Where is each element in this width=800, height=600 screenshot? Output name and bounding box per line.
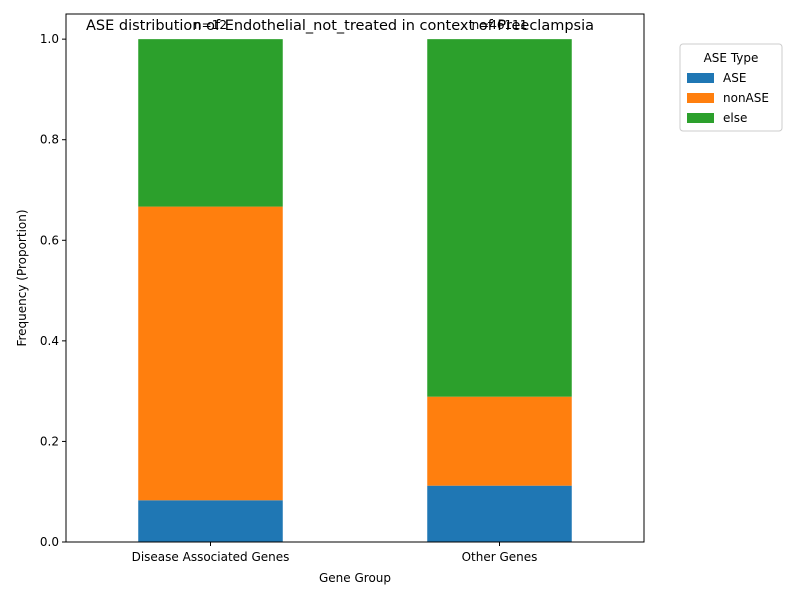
bar-ase-2 — [427, 485, 572, 542]
bar-nonase-1 — [138, 206, 283, 501]
legend-title: ASE Type — [704, 51, 759, 65]
legend-label-else: else — [723, 111, 747, 125]
legend-label-ase: ASE — [723, 71, 746, 85]
legend-swatch-else — [687, 113, 714, 123]
y-tick-label-2: 0.4 — [40, 334, 59, 348]
bar-ase-1 — [138, 500, 283, 542]
chart-title: ASE distribution of Endothelial_not_trea… — [86, 18, 594, 34]
y-axis: 0.0 0.2 0.4 0.6 0.8 1.0 — [40, 32, 66, 549]
y-tick-label-1: 0.2 — [40, 434, 59, 448]
y-tick-label-0: 0.0 — [40, 535, 59, 549]
y-tick-label-4: 0.8 — [40, 133, 59, 147]
y-axis-label: Frequency (Proportion) — [15, 209, 29, 346]
legend-frame — [679, 43, 783, 132]
legend-items: ASE nonASE else — [687, 71, 769, 125]
x-axis: Disease Associated Genes Other Genes — [132, 542, 538, 564]
bar-else-2 — [427, 39, 572, 397]
x-axis-label: Gene Group — [319, 571, 391, 585]
bars — [138, 39, 572, 542]
count-labels: n=12 n=46111 — [194, 18, 527, 32]
count-label-2: n=46111 — [472, 18, 528, 32]
plot-frame — [65, 13, 645, 543]
legend-swatch-nonase — [687, 93, 714, 103]
x-tick-label-1: Disease Associated Genes — [132, 550, 290, 564]
y-tick-label-5: 1.0 — [40, 32, 59, 46]
y-tick-label-3: 0.6 — [40, 233, 59, 247]
legend[interactable]: ASE Type ASE nonASE else — [679, 43, 783, 132]
legend-label-nonase: nonASE — [723, 91, 769, 105]
x-tick-label-2: Other Genes — [462, 550, 538, 564]
legend-swatch-ase — [687, 73, 714, 83]
bar-else-1 — [138, 39, 283, 207]
count-label-1: n=12 — [194, 18, 227, 32]
bar-nonase-2 — [427, 396, 572, 486]
